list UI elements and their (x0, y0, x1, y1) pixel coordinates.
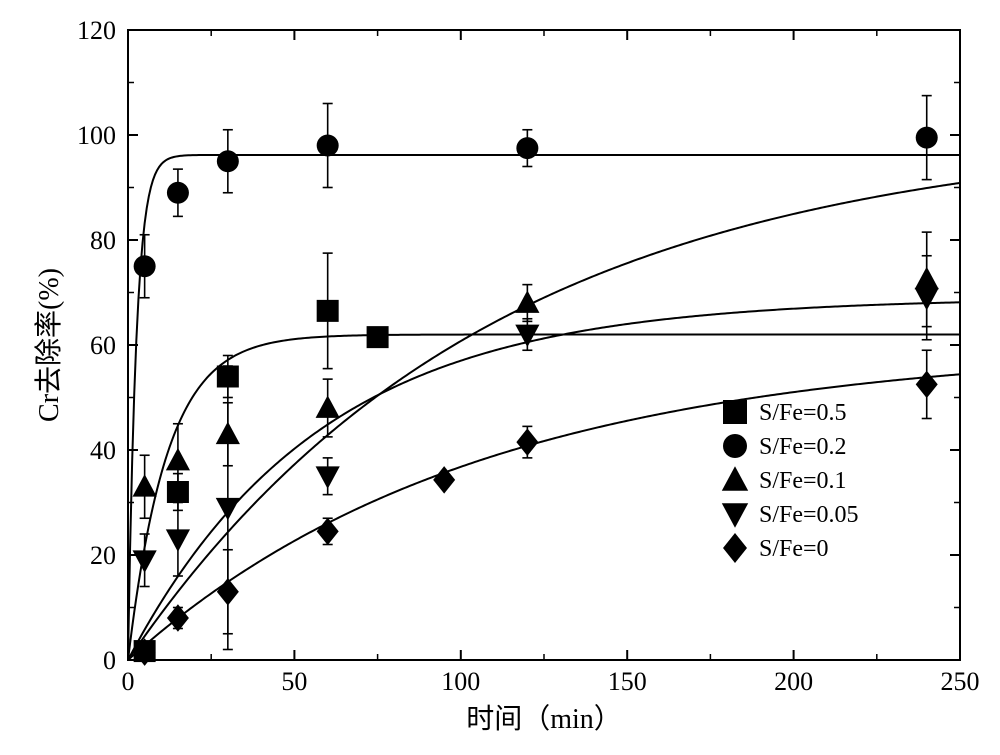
chart-container: 0 50 100 150 200 250 0 20 40 60 80 100 120 时间（min） Cr去… (0, 0, 1000, 755)
legend-label: S/Fe=0.1 (759, 468, 847, 494)
svg-text:100: 100 (77, 121, 116, 150)
svg-text:150: 150 (608, 667, 647, 696)
legend-label: S/Fe=0.5 (759, 400, 847, 426)
svg-text:50: 50 (281, 667, 307, 696)
fit-curve (128, 335, 960, 661)
svg-text:40: 40 (90, 436, 116, 465)
legend-label: S/Fe=0.05 (759, 502, 859, 528)
legend-label: S/Fe=0 (759, 536, 829, 562)
svg-text:250: 250 (941, 667, 980, 696)
svg-text:0: 0 (103, 646, 116, 675)
svg-text:20: 20 (90, 541, 116, 570)
svg-text:120: 120 (77, 16, 116, 45)
y-axis-label: Cr去除率(%) (33, 268, 65, 422)
svg-text:60: 60 (90, 331, 116, 360)
legend-label: S/Fe=0.2 (759, 434, 847, 460)
x-axis-label: 时间（min） (466, 703, 622, 735)
chart-svg: 0 50 100 150 200 250 0 20 40 60 80 100 120 时间（min） Cr去… (0, 0, 1000, 755)
svg-text:100: 100 (441, 667, 480, 696)
legend: S/Fe=0.5 S/Fe=0.2 S/Fe=0.1 S/Fe=0.05 S/Fe=0 (722, 400, 859, 563)
svg-text:80: 80 (90, 226, 116, 255)
svg-text:0: 0 (122, 667, 135, 696)
series (134, 96, 938, 298)
svg-text:200: 200 (774, 667, 813, 696)
